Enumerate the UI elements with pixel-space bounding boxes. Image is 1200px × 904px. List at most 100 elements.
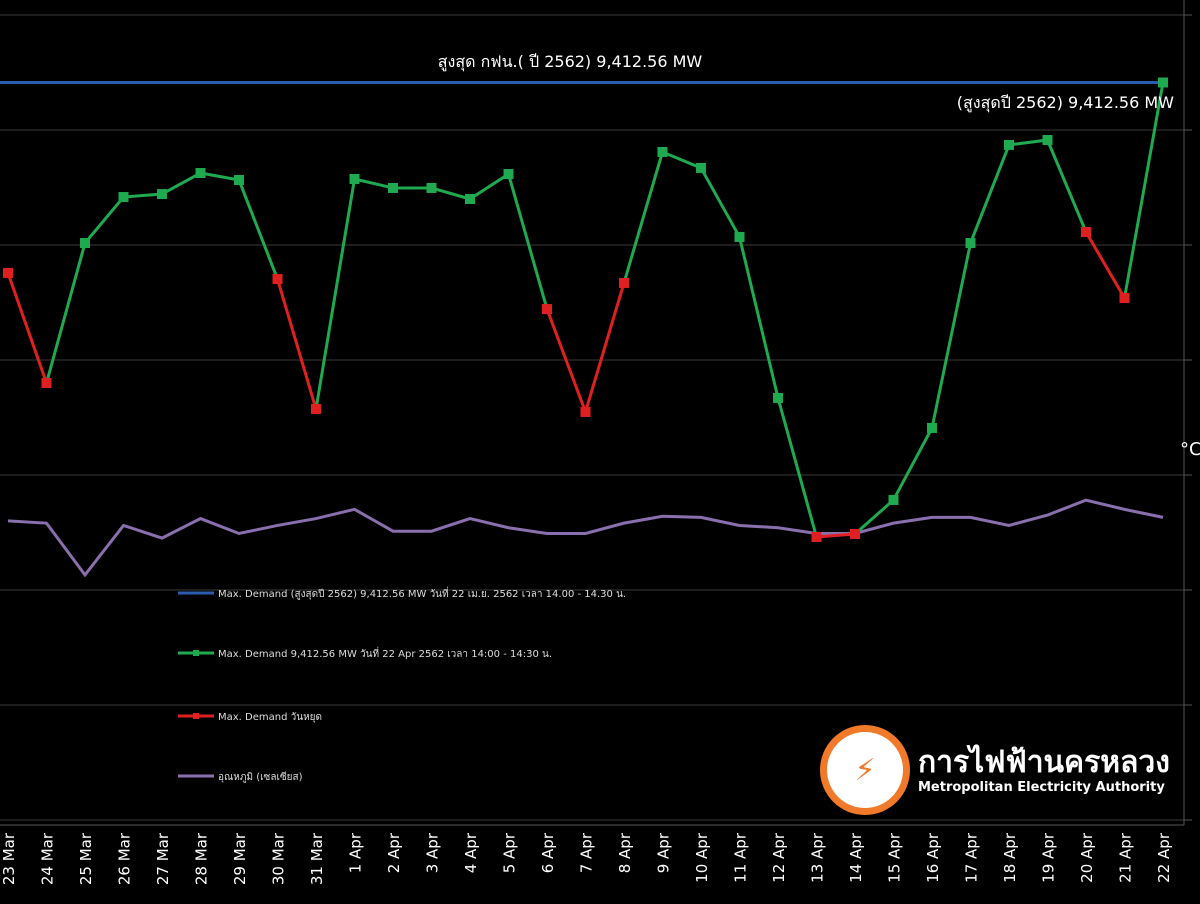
demand-point <box>811 531 822 542</box>
demand-segment <box>83 196 125 245</box>
demand-point <box>542 304 552 315</box>
demand-segment <box>431 186 471 201</box>
demand-segment <box>276 278 318 410</box>
demand-point <box>349 173 360 184</box>
annotation-top-line: สูงสุด กฟน.( ปี 2562) 9,412.56 MW <box>438 52 703 72</box>
x-tick-label: 7 Apr <box>578 832 596 873</box>
x-tick-label: 2 Apr <box>385 832 403 873</box>
demand-point <box>619 277 629 288</box>
demand-point <box>657 146 668 157</box>
x-tick-label: 13 Apr <box>809 832 827 883</box>
legend-label: Max. Demand 9,412.56 MW วันที่ 22 Apr 25… <box>218 646 552 660</box>
demand-point <box>426 182 437 193</box>
x-tick-label: 19 Apr <box>1040 832 1058 883</box>
demand-point <box>1158 77 1168 88</box>
x-tick-label: 30 Mar <box>270 832 288 885</box>
x-tick-label: 20 Apr <box>1078 832 1096 883</box>
demand-segment <box>1123 82 1165 299</box>
demand-point <box>1081 227 1091 238</box>
demand-segment <box>892 427 934 501</box>
x-tick-label: 1 Apr <box>347 832 365 873</box>
demand-point <box>503 169 514 180</box>
x-tick-label: 6 Apr <box>539 832 557 873</box>
demand-point <box>234 175 244 186</box>
demand-point <box>3 267 13 278</box>
demand-segment <box>699 167 741 238</box>
x-tick-label: 21 Apr <box>1117 832 1135 883</box>
legend-marker <box>193 713 199 719</box>
demand-segment <box>661 150 702 170</box>
temperature-line <box>7 498 1164 578</box>
x-tick-label: 29 Mar <box>231 832 249 885</box>
legend-label: อุณหภูมิ (เซลเซียส) <box>218 771 303 783</box>
mea-logo: ⚡ การไฟฟ้านครหลวง Metropolitan Electrici… <box>820 725 1170 815</box>
demand-segment <box>200 171 240 182</box>
demand-segment <box>545 308 587 413</box>
demand-point <box>388 182 398 193</box>
demand-point <box>1042 135 1053 146</box>
x-tick-label: 12 Apr <box>770 832 788 883</box>
demand-point <box>157 189 167 200</box>
demand-point <box>734 231 745 242</box>
x-tick-label: 27 Mar <box>154 832 172 885</box>
demand-point <box>311 403 321 414</box>
demand-segment <box>1084 231 1126 299</box>
demand-point <box>850 528 860 539</box>
logo-thai: การไฟฟ้านครหลวง <box>918 744 1170 780</box>
x-tick-label: 25 Mar <box>77 832 95 885</box>
x-tick-label: 10 Apr <box>693 832 711 883</box>
demand-point <box>965 238 976 249</box>
demand-segment <box>507 173 549 310</box>
demand-segment <box>469 172 510 201</box>
demand-point <box>696 162 706 173</box>
x-tick-label: 9 Apr <box>655 832 673 873</box>
demand-point <box>465 194 475 204</box>
logo-english: Metropolitan Electricity Authority <box>918 779 1165 795</box>
demand-segment <box>584 282 626 413</box>
demand-segment <box>6 272 48 384</box>
x-tick-label: 15 Apr <box>886 832 904 883</box>
demand-point <box>580 406 591 417</box>
demand-segment <box>354 177 394 190</box>
demand-segment <box>776 397 818 538</box>
annotation-peak: (สูงสุดปี 2562) 9,412.56 MW <box>957 93 1174 113</box>
x-tick-label: 28 Mar <box>193 832 211 885</box>
mea-seal-icon: ⚡ <box>820 725 910 815</box>
x-tick-label: 16 Apr <box>924 832 942 883</box>
demand-point <box>80 238 90 249</box>
x-tick-label: 22 Apr <box>1155 832 1173 883</box>
x-tick-label: 14 Apr <box>847 832 865 883</box>
x-tick-label: 18 Apr <box>1001 832 1019 883</box>
demand-segment <box>1046 139 1088 233</box>
x-tick-label: 24 Mar <box>39 832 57 885</box>
demand-segment <box>854 498 895 536</box>
demand-segment <box>123 192 163 199</box>
x-tick-label: 11 Apr <box>732 832 750 883</box>
demand-point <box>1004 139 1014 150</box>
demand-segment <box>930 242 972 429</box>
demand-point <box>1119 293 1130 304</box>
legend-label: Max. Demand (สูงสุดปี 2562) 9,412.56 MW … <box>218 586 626 600</box>
demand-segment <box>969 144 1011 244</box>
demand-point <box>41 378 52 388</box>
demand-point <box>888 494 899 505</box>
demand-point <box>118 192 129 203</box>
demand-segment <box>622 151 664 284</box>
x-tick-label: 17 Apr <box>963 832 981 883</box>
demand-point <box>195 168 206 179</box>
demand-segment <box>1008 138 1048 147</box>
y2-axis-label: °C <box>1180 439 1200 460</box>
demand-point <box>773 392 783 403</box>
legend-marker <box>193 650 199 656</box>
x-tick-label: 23 Mar <box>0 832 18 885</box>
legend-label: Max. Demand วันหยุด <box>218 712 322 723</box>
x-tick-label: 5 Apr <box>501 832 519 873</box>
demand-segment <box>314 178 356 410</box>
demand-point <box>927 422 937 433</box>
demand-segment <box>45 242 87 384</box>
demand-segment <box>161 171 202 196</box>
x-tick-label: 4 Apr <box>462 832 480 873</box>
demand-segment <box>816 532 856 539</box>
